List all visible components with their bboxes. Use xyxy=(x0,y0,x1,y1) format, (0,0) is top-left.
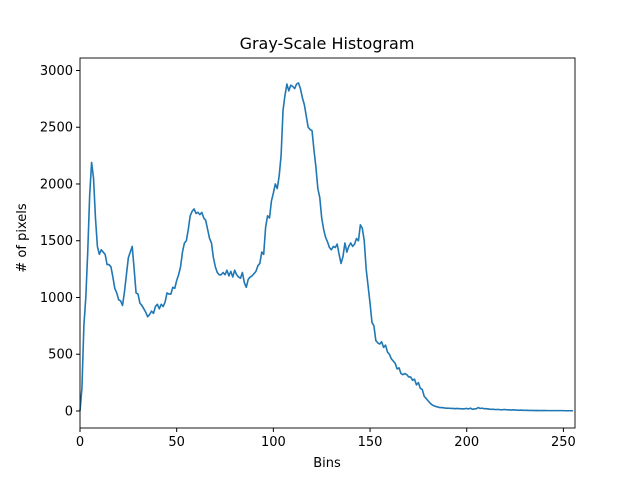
data-line xyxy=(79,82,574,412)
x-tick-label: 50 xyxy=(168,435,185,450)
y-tick-label: 1500 xyxy=(40,234,73,249)
y-tick-label: 2500 xyxy=(40,121,73,136)
chart-title: Gray-Scale Histogram xyxy=(240,34,415,53)
y-tick-label: 0 xyxy=(65,404,73,419)
x-tick-label: 150 xyxy=(358,435,383,450)
x-tick-label: 100 xyxy=(261,435,286,450)
y-tick-label: 2000 xyxy=(40,177,73,192)
x-tick-label: 200 xyxy=(454,435,479,450)
y-tick-label: 500 xyxy=(48,348,73,363)
plot-frame xyxy=(79,57,576,429)
x-axis-label: Bins xyxy=(313,456,341,471)
x-tick-label: 250 xyxy=(551,435,576,450)
y-tick-label: 1000 xyxy=(40,291,73,306)
y-tick-label: 3000 xyxy=(40,64,73,79)
x-tick-label: 0 xyxy=(76,435,84,450)
y-axis-label: # of pixels xyxy=(15,203,30,272)
